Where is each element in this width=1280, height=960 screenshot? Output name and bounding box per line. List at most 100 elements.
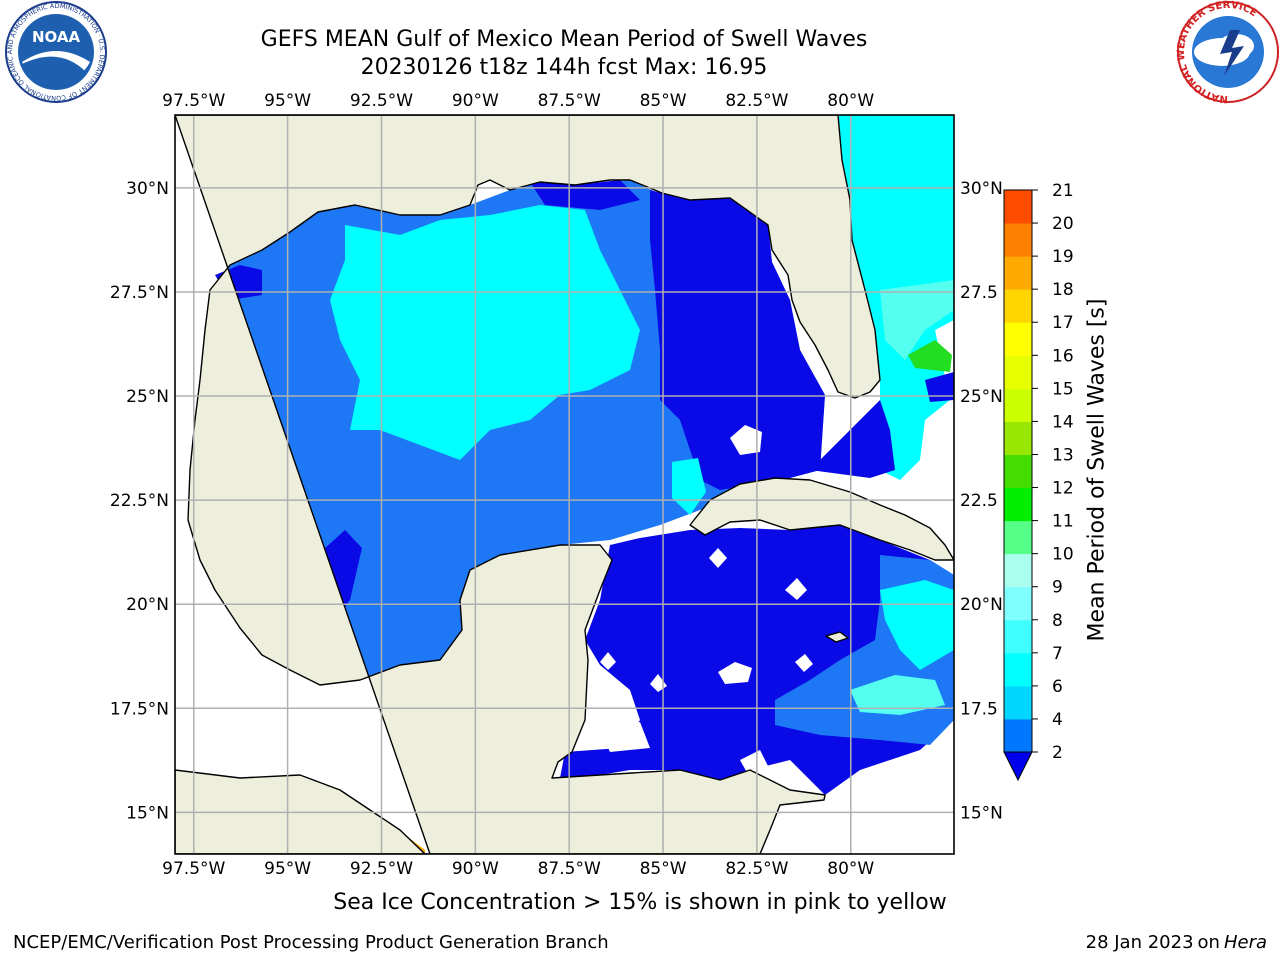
- colorbar-segment: [1004, 619, 1032, 654]
- lon-tick-label-bottom: 82.5°W: [725, 859, 788, 879]
- cuba-landmass: [689, 477, 954, 561]
- colorbar-tick-label: 8: [1052, 611, 1063, 631]
- lon-tick-label-bottom: 80°W: [827, 859, 874, 879]
- graticule: [175, 115, 954, 854]
- colorbar-tick-label: 12: [1052, 479, 1074, 499]
- lon-tick-label-top: 95°W: [264, 91, 311, 111]
- bahamas-green-patch: [908, 340, 952, 372]
- lat-tick-label-right: 22.5: [960, 491, 998, 511]
- map-subtitle: 20230126 t18z 144h fcst Max: 16.95: [360, 55, 768, 80]
- colorbar-tick-label: 21: [1052, 181, 1074, 201]
- colorbar-segment: [1004, 388, 1032, 422]
- caribbean-cyan-patch: [880, 580, 954, 670]
- colorbar-segment: [1004, 586, 1032, 621]
- colorbar-segment: [1004, 685, 1032, 720]
- lat-tick-label-right: 20°N: [960, 595, 1003, 615]
- sea-ice-note: Sea Ice Concentration > 15% is shown in …: [333, 890, 947, 915]
- colorbar-tick-label: 6: [1052, 677, 1063, 697]
- lon-tick-label-bottom: 97.5°W: [162, 859, 225, 879]
- colorbar-segment: [1004, 718, 1032, 753]
- colorbar-tick-label: 11: [1052, 512, 1074, 532]
- colorbar-tick-label: 17: [1052, 313, 1074, 333]
- jamaica-landmass: [825, 631, 849, 643]
- nws-logo: NATIONAL WEATHER SERVICE: [1176, 0, 1279, 104]
- lon-tick-label-top: 90°W: [452, 91, 499, 111]
- lat-tick-label-left: 30°N: [126, 179, 169, 199]
- florida-straits-dark-blue: [810, 400, 895, 478]
- lat-tick-label-left: 25°N: [126, 387, 169, 407]
- colorbar-segment: [1004, 223, 1032, 257]
- lon-tick-label-top: 92.5°W: [350, 91, 413, 111]
- north-america-landmass: [175, 115, 881, 854]
- colorbar-tick-label: 16: [1052, 346, 1074, 366]
- colorbar-tick-label: 19: [1052, 247, 1074, 267]
- footer-credit: NCEP/EMC/Verification Post Processing Pr…: [13, 932, 609, 953]
- colorbar-tick-label: 7: [1052, 644, 1063, 664]
- colorbar-tick-label: 14: [1052, 412, 1074, 432]
- lon-tick-label-bottom: 92.5°W: [350, 859, 413, 879]
- bahamas-dark-blue-patch: [925, 372, 954, 402]
- caribbean-white-hole-1: [718, 662, 752, 684]
- colorbar-segment: [1004, 322, 1032, 356]
- colorbar-tick-label: 9: [1052, 578, 1063, 598]
- colorbar-tick-label: 4: [1052, 710, 1063, 730]
- footer-date: 28 Jan 2023 on Hera: [1086, 932, 1267, 953]
- lon-tick-label-bottom: 90°W: [452, 859, 499, 879]
- lat-tick-label-right: 15°N: [960, 803, 1003, 823]
- colorbar-extend-arrow: [1003, 751, 1033, 782]
- colorbar-segment: [1004, 652, 1032, 687]
- colorbar: 2 4 6 7 8 9 10 11 12 13 14 15 16 17 18 19 20 21: [1003, 181, 1074, 782]
- footer-date-text: 28 Jan 2023: [1085, 932, 1194, 953]
- lat-tick-label-right: 30°N: [960, 179, 1003, 199]
- colorbar-segment: [1004, 421, 1032, 455]
- colorbar-segment: [1004, 355, 1032, 389]
- caribbean-white-hole-5: [709, 548, 727, 568]
- colorbar-segment: [1004, 454, 1032, 489]
- caribbean-white-hole-2: [795, 654, 813, 672]
- lon-tick-label-top: 87.5°W: [538, 91, 601, 111]
- lat-tick-label-right: 27.5: [960, 283, 998, 303]
- lon-tick-label-top: 82.5°W: [725, 91, 788, 111]
- gulf-dry-tortugas-hole: [730, 425, 762, 455]
- colorbar-tick-label: 13: [1052, 445, 1074, 465]
- colorbar-tick-label: 10: [1052, 545, 1074, 565]
- footer-on-text: on: [1197, 932, 1220, 953]
- colorbar-segment: [1004, 289, 1032, 323]
- colorbar-tick-label: 20: [1052, 214, 1074, 234]
- colorbar-tick-label: 18: [1052, 280, 1074, 300]
- lat-tick-label-left: 15°N: [126, 803, 169, 823]
- lat-tick-label-right: 17.5: [960, 699, 998, 719]
- lon-tick-label-bottom: 85°W: [640, 859, 687, 879]
- map-title: GEFS MEAN Gulf of Mexico Mean Period of …: [260, 27, 868, 52]
- map-frame: [174, 114, 955, 855]
- colorbar-outline: [1003, 189, 1033, 753]
- atlantic-light-cyan-band: [880, 280, 954, 360]
- lon-tick-label-bottom: 95°W: [264, 859, 311, 879]
- footer-host-text: Hera: [1223, 932, 1267, 953]
- caribbean-white-hole-4: [785, 578, 807, 600]
- colorbar-segment: [1004, 487, 1032, 522]
- colorbar-segment: [1004, 256, 1032, 290]
- noaa-logo: NATIONAL OCEANIC AND ATMOSPHERIC ADMINIS…: [0, 0, 107, 103]
- lon-tick-label-top: 80°W: [827, 91, 874, 111]
- honduras-gulf-white: [600, 722, 650, 752]
- colorbar-segment: [1004, 520, 1032, 555]
- colorbar-tick-label: 2: [1052, 743, 1063, 763]
- noaa-logo-text: NOAA: [32, 28, 81, 46]
- colorbar-segment: [1004, 190, 1032, 224]
- lat-tick-label-right: 25°N: [960, 387, 1003, 407]
- colorbar-tick-label: 15: [1052, 379, 1074, 399]
- colorbar-title: Mean Period of Swell Waves [s]: [1084, 298, 1110, 642]
- lat-tick-label-left: 20°N: [126, 595, 169, 615]
- caribbean-white-hole-6: [600, 652, 616, 670]
- caribbean-light-cyan-patch: [850, 675, 945, 715]
- lat-tick-label-left: 27.5°N: [110, 283, 169, 303]
- gulf-eastern-dark-blue-field: [650, 190, 825, 490]
- lon-tick-label-top: 97.5°W: [162, 91, 225, 111]
- colorbar-segment: [1004, 553, 1032, 588]
- lat-tick-label-left: 17.5°N: [110, 699, 169, 719]
- lat-tick-label-left: 22.5°N: [110, 491, 169, 511]
- lon-tick-label-bottom: 87.5°W: [538, 859, 601, 879]
- lon-tick-label-top: 85°W: [640, 91, 687, 111]
